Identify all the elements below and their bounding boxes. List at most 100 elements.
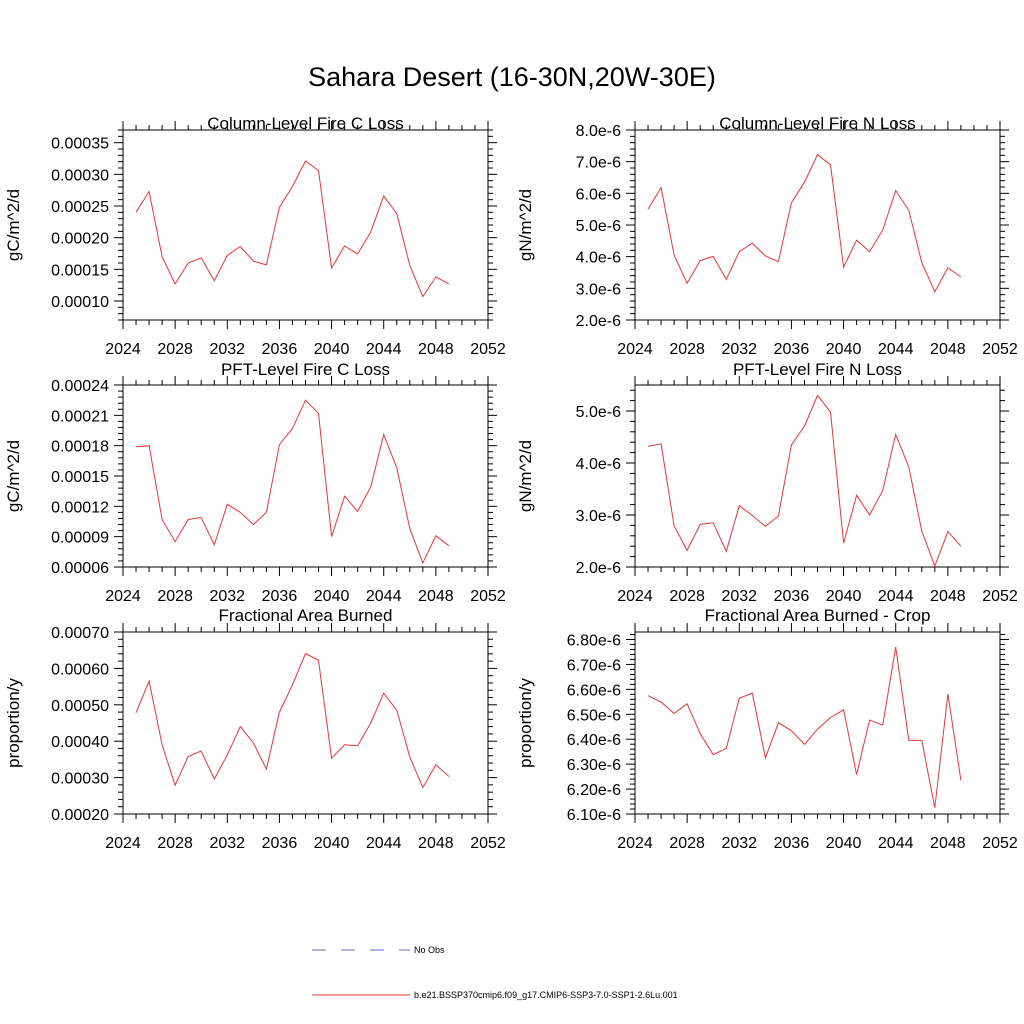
y-tick-label: 6.50e-6 bbox=[567, 707, 621, 724]
y-tick-label: 3.0e-6 bbox=[576, 508, 621, 525]
x-tick-label: 2028 bbox=[157, 588, 193, 605]
x-tick-label: 2044 bbox=[366, 835, 402, 852]
y-tick-label: 6.10e-6 bbox=[567, 807, 621, 824]
y-tick-label: 6.70e-6 bbox=[567, 657, 621, 674]
x-tick-label: 2024 bbox=[617, 341, 653, 358]
x-tick-label: 2052 bbox=[470, 835, 506, 852]
x-tick-label: 2032 bbox=[209, 835, 245, 852]
x-tick-label: 2032 bbox=[209, 588, 245, 605]
x-tick-label: 2028 bbox=[669, 835, 705, 852]
panel-title: PFT-Level Fire C Loss bbox=[221, 360, 390, 379]
y-tick-label: 6.0e-6 bbox=[576, 186, 621, 203]
x-tick-label: 2040 bbox=[826, 835, 862, 852]
series-line-1 bbox=[135, 399, 450, 565]
x-tick-label: 2036 bbox=[774, 835, 810, 852]
panel-title: PFT-Level Fire N Loss bbox=[733, 360, 902, 379]
series-line-1 bbox=[135, 652, 450, 789]
y-tick-label: 6.20e-6 bbox=[567, 782, 621, 799]
series-line-1 bbox=[647, 153, 962, 293]
chart-panel-4: PFT-Level Fire N Loss gN/m^2/d 2024 2028 203… bbox=[516, 360, 1018, 605]
x-tick-label: 2048 bbox=[418, 835, 454, 852]
legend-label-no-obs: No Obs bbox=[414, 945, 445, 955]
y-tick-label: 6.40e-6 bbox=[567, 732, 621, 749]
series-line-1 bbox=[647, 394, 962, 568]
legend-label-model: b.e21.BSSP370cmip6.f09_g17.CMIP6-SSP3-7.… bbox=[414, 990, 678, 1000]
y-tick-label: 6.80e-6 bbox=[567, 632, 621, 649]
x-tick-label: 2036 bbox=[262, 588, 298, 605]
x-tick-label: 2036 bbox=[262, 341, 298, 358]
y-tick-label: 5.0e-6 bbox=[576, 218, 621, 235]
x-tick-label: 2024 bbox=[617, 835, 653, 852]
x-tick-label: 2028 bbox=[669, 588, 705, 605]
y-tick-label: 2.0e-6 bbox=[576, 313, 621, 330]
panel-title: Column-Level Fire C Loss bbox=[207, 114, 404, 133]
series-line-1 bbox=[135, 160, 450, 298]
x-tick-label: 2040 bbox=[826, 341, 862, 358]
y-tick-label: 0.00006 bbox=[51, 560, 109, 577]
x-tick-label: 2036 bbox=[774, 341, 810, 358]
x-tick-label: 2044 bbox=[878, 341, 914, 358]
x-tick-label: 2052 bbox=[470, 588, 506, 605]
y-tick-label: 0.00020 bbox=[51, 231, 109, 248]
y-tick-label: 0.00040 bbox=[51, 734, 109, 751]
y-tick-label: 0.00012 bbox=[51, 499, 109, 516]
y-tick-label: 0.00030 bbox=[51, 771, 109, 788]
x-tick-label: 2048 bbox=[418, 341, 454, 358]
legend: No Obs b.e21.BSSP370cmip6.f09_g17.CMIP6-S… bbox=[312, 945, 678, 1000]
series-line-1 bbox=[647, 646, 962, 808]
y-axis-label: gC/m^2/d bbox=[4, 189, 23, 261]
y-tick-label: 4.0e-6 bbox=[576, 250, 621, 267]
x-tick-label: 2024 bbox=[105, 341, 141, 358]
x-tick-label: 2036 bbox=[262, 835, 298, 852]
x-tick-label: 2052 bbox=[982, 588, 1018, 605]
figure-title: Sahara Desert (16-30N,20W-30E) bbox=[308, 62, 716, 92]
y-axis-label: gN/m^2/d bbox=[516, 440, 535, 512]
plot-frame bbox=[634, 631, 1001, 815]
x-tick-label: 2044 bbox=[878, 588, 914, 605]
x-tick-label: 2048 bbox=[930, 341, 966, 358]
y-tick-label: 8.0e-6 bbox=[576, 123, 621, 140]
chart-panel-3: PFT-Level Fire C Loss gC/m^2/d 2024 2028 203… bbox=[4, 360, 506, 605]
y-axis-label: proportion/y bbox=[516, 678, 535, 768]
x-tick-label: 2032 bbox=[721, 341, 757, 358]
y-tick-label: 0.00050 bbox=[51, 698, 109, 715]
x-tick-label: 2040 bbox=[826, 588, 862, 605]
x-tick-label: 2052 bbox=[470, 341, 506, 358]
y-tick-label: 0.00035 bbox=[51, 136, 109, 153]
x-tick-label: 2052 bbox=[982, 835, 1018, 852]
x-tick-label: 2028 bbox=[669, 341, 705, 358]
x-tick-label: 2024 bbox=[617, 588, 653, 605]
y-tick-label: 0.00024 bbox=[51, 378, 109, 395]
y-tick-label: 0.00009 bbox=[51, 530, 109, 547]
chart-panel-1: Column-Level Fire C Loss gC/m^2/d 2024 2028… bbox=[4, 114, 506, 358]
y-tick-label: 6.30e-6 bbox=[567, 757, 621, 774]
y-tick-label: 0.00021 bbox=[51, 408, 109, 425]
y-tick-label: 0.00070 bbox=[51, 625, 109, 642]
y-tick-label: 0.00030 bbox=[51, 167, 109, 184]
x-tick-label: 2052 bbox=[982, 341, 1018, 358]
x-tick-label: 2032 bbox=[721, 835, 757, 852]
x-tick-label: 2048 bbox=[418, 588, 454, 605]
chart-panel-6: Fractional Area Burned - Crop proportion/… bbox=[516, 606, 1018, 852]
x-tick-label: 2032 bbox=[209, 341, 245, 358]
plot-frame bbox=[122, 129, 489, 321]
y-tick-label: 5.0e-6 bbox=[576, 404, 621, 421]
x-tick-label: 2044 bbox=[366, 341, 402, 358]
plot-frame bbox=[122, 384, 489, 568]
x-tick-label: 2048 bbox=[930, 588, 966, 605]
chart-panel-5: Fractional Area Burned proportion/y 2024 20… bbox=[4, 606, 506, 852]
x-tick-label: 2044 bbox=[366, 588, 402, 605]
chart-panel-2: Column-Level Fire N Loss gN/m^2/d 2024 2028… bbox=[516, 114, 1018, 358]
x-tick-label: 2048 bbox=[930, 835, 966, 852]
x-tick-label: 2040 bbox=[314, 835, 350, 852]
x-tick-label: 2036 bbox=[774, 588, 810, 605]
y-tick-label: 0.00060 bbox=[51, 661, 109, 678]
panel-title: Fractional Area Burned - Crop bbox=[705, 606, 931, 625]
y-tick-label: 0.00010 bbox=[51, 294, 109, 311]
x-tick-label: 2028 bbox=[157, 341, 193, 358]
y-axis-label: gC/m^2/d bbox=[4, 440, 23, 512]
y-tick-label: 0.00015 bbox=[51, 262, 109, 279]
y-tick-label: 7.0e-6 bbox=[576, 155, 621, 172]
